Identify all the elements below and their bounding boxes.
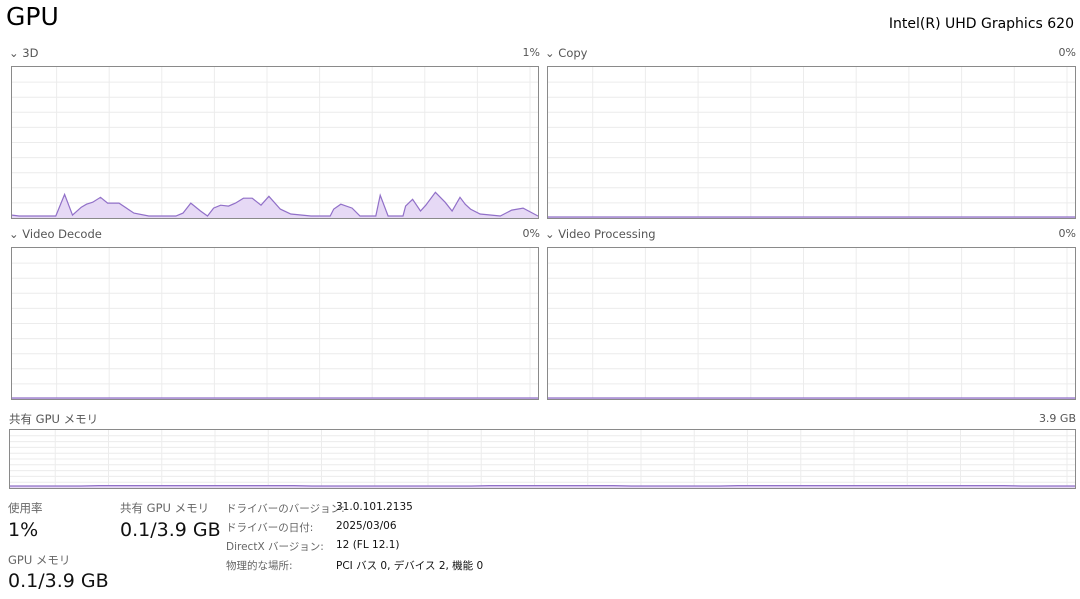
engine-value: 0% — [1058, 227, 1076, 240]
engine-selector-video-decode[interactable]: ⌄ Video Decode — [9, 227, 102, 241]
series-line — [12, 191, 538, 217]
chart-svg — [548, 67, 1075, 218]
graph-copy — [547, 66, 1076, 219]
engine-selector-copy[interactable]: ⌄ Copy — [545, 46, 588, 60]
engine-label: Copy — [558, 46, 588, 60]
engine-selector-video-processing[interactable]: ⌄ Video Processing — [545, 227, 656, 241]
detail-label: ドライバーの日付: — [226, 522, 314, 534]
adapter-name: Intel(R) UHD Graphics 620 — [888, 16, 1074, 32]
shared-memory-label: 共有 GPU メモリ — [9, 412, 99, 426]
detail-label: DirectX バージョン: — [226, 541, 324, 553]
page-title: GPU — [6, 2, 59, 31]
shared-memory-max: 3.9 GB — [1038, 412, 1076, 425]
series-area — [12, 192, 538, 218]
shared-memory-stat-label: 共有 GPU メモリ — [120, 501, 210, 515]
usage-label: 使用率 — [8, 501, 43, 515]
detail-label: 物理的な場所: — [226, 560, 293, 572]
graph-video-decode — [11, 247, 539, 400]
detail-value: 31.0.101.2135 — [336, 501, 413, 513]
engine-label: 3D — [22, 46, 39, 60]
engine-label: Video Processing — [558, 227, 656, 241]
shared-memory-stat-value: 0.1/3.9 GB — [120, 519, 221, 541]
graph-3d — [11, 66, 539, 219]
engine-value: 0% — [522, 227, 540, 240]
detail-label: ドライバーのバージョン: — [226, 503, 345, 515]
graph-video-processing — [547, 247, 1076, 400]
chart-svg — [12, 67, 538, 218]
detail-value: 2025/03/06 — [336, 520, 397, 532]
gpu-memory-value: 0.1/3.9 GB — [8, 570, 109, 592]
graph-shared-memory — [9, 429, 1076, 489]
chart-svg — [12, 248, 538, 399]
engine-selector-3d[interactable]: ⌄ 3D — [9, 46, 39, 60]
engine-label: Video Decode — [22, 227, 102, 241]
chart-svg — [548, 248, 1075, 399]
engine-value: 0% — [1058, 46, 1076, 59]
series-area — [10, 485, 1075, 488]
chart-svg — [10, 430, 1075, 488]
detail-value: PCI バス 0, デバイス 2, 機能 0 — [336, 560, 484, 572]
gpu-memory-label: GPU メモリ — [8, 553, 71, 567]
engine-value: 1% — [522, 46, 540, 59]
usage-value: 1% — [8, 519, 39, 541]
detail-value: 12 (FL 12.1) — [336, 539, 400, 551]
